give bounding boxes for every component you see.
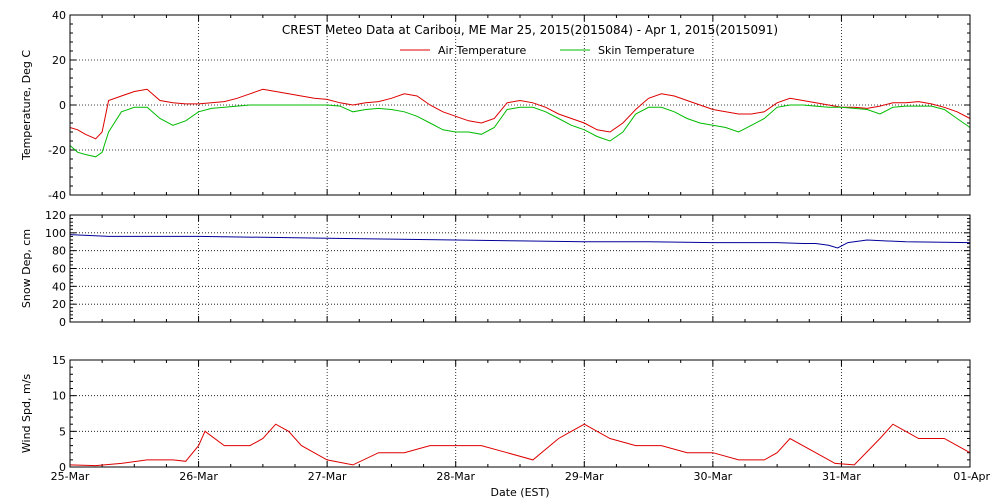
y-tick-label: 40 bbox=[52, 9, 66, 22]
panel-2: 0 20 40 60 80 100 120 Snow Dep, cm bbox=[20, 209, 971, 329]
x-tick-label: 01-Apr bbox=[953, 470, 990, 483]
plot-frame bbox=[69, 214, 971, 323]
panels-layer: -40 -20 0 20 40 Temperature, Deg C Air Tempera… bbox=[20, 9, 990, 483]
x-tick-label: 27-Mar bbox=[308, 470, 347, 483]
y-tick-label: 60 bbox=[52, 263, 66, 276]
y-tick-label: 20 bbox=[52, 54, 66, 67]
y-tick-label: -40 bbox=[48, 189, 66, 202]
x-tick-label: 30-Mar bbox=[693, 470, 732, 483]
y-tick-label: 20 bbox=[52, 298, 66, 311]
x-tick-label: 28-Mar bbox=[436, 470, 475, 483]
legend-entry: Skin Temperature bbox=[598, 44, 695, 57]
y-tick-label: -20 bbox=[48, 144, 66, 157]
x-axis-label: Date (EST) bbox=[490, 486, 549, 499]
y-axis-label: Snow Dep, cm bbox=[20, 229, 33, 308]
series-line-air-temperature bbox=[69, 88, 971, 140]
x-tick-label: 31-Mar bbox=[822, 470, 861, 483]
y-axis-label: Wind Spd, m/s bbox=[20, 374, 33, 454]
y-tick-label: 40 bbox=[52, 280, 66, 293]
x-tick-label: 25-Mar bbox=[51, 470, 90, 483]
series-line-panel2 bbox=[69, 234, 971, 249]
y-tick-label: 120 bbox=[45, 209, 66, 222]
y-tick-label: 0 bbox=[59, 99, 66, 112]
y-tick-label: 80 bbox=[52, 245, 66, 258]
y-tick-label: 0 bbox=[59, 316, 66, 329]
series-line-panel3 bbox=[69, 423, 971, 467]
panel-1: -40 -20 0 20 40 Temperature, Deg C Air Tempera… bbox=[20, 9, 971, 202]
y-tick-label: 0 bbox=[59, 461, 66, 474]
y-tick-label: 100 bbox=[45, 227, 66, 240]
y-tick-label: 5 bbox=[59, 425, 66, 438]
legend-entry: Air Temperature bbox=[438, 44, 527, 57]
chart-title: CREST Meteo Data at Caribou, ME Mar 25, … bbox=[282, 23, 778, 37]
y-tick-label: 10 bbox=[52, 390, 66, 403]
series-line-skin-temperature bbox=[69, 104, 971, 158]
plot-frame bbox=[69, 14, 971, 196]
y-axis-label: Temperature, Deg C bbox=[20, 50, 33, 161]
x-tick-label: 29-Mar bbox=[565, 470, 604, 483]
x-tick-label: 26-Mar bbox=[179, 470, 218, 483]
panel-3: 0 5 10 15 Wind Spd, m/s bbox=[20, 354, 971, 474]
plot-frame bbox=[69, 359, 971, 468]
y-tick-label: 15 bbox=[52, 354, 66, 367]
